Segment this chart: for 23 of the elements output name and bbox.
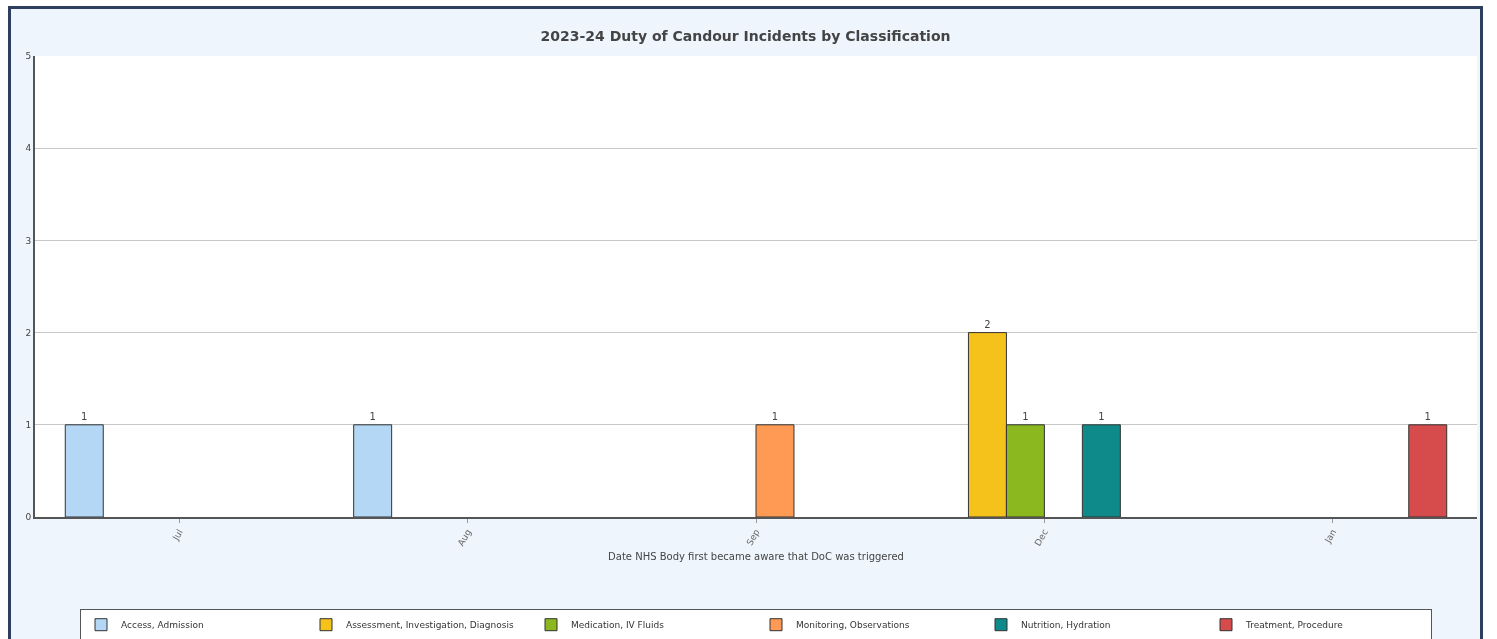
legend-label: Nutrition, Hydration — [1021, 620, 1111, 631]
legend-label: Medication, IV Fluids — [571, 620, 665, 631]
x-tick-label: Jan — [1322, 527, 1339, 546]
legend-label: Access, Admission — [121, 620, 204, 631]
data-label: 2 — [984, 318, 991, 330]
x-tick-label: Jul — [170, 527, 185, 543]
y-tick-label: 4 — [25, 143, 32, 154]
y-tick-label: 0 — [25, 512, 32, 523]
data-label: 1 — [81, 410, 88, 422]
data-label: 1 — [1424, 410, 1431, 422]
y-tick-label: 1 — [25, 419, 32, 430]
x-axis-title: Date NHS Body first became aware that DoC was triggered — [608, 550, 904, 562]
data-label: 1 — [369, 410, 376, 422]
data-label: 1 — [771, 410, 779, 422]
y-tick-label: 2 — [25, 327, 32, 338]
chart-title: 2023-24 Duty of Candour Incidents by Classification — [540, 27, 951, 44]
legend-label: Assessment, Investigation, Diagnosis — [346, 620, 514, 631]
data-label: 1 — [1022, 410, 1029, 422]
legend-label: Treatment, Procedure — [1245, 620, 1344, 631]
y-tick-label: 3 — [25, 235, 32, 246]
legend-label: Monitoring, Observations — [796, 620, 910, 631]
y-tick-label: 5 — [25, 51, 32, 62]
data-label: 1 — [1098, 410, 1105, 422]
